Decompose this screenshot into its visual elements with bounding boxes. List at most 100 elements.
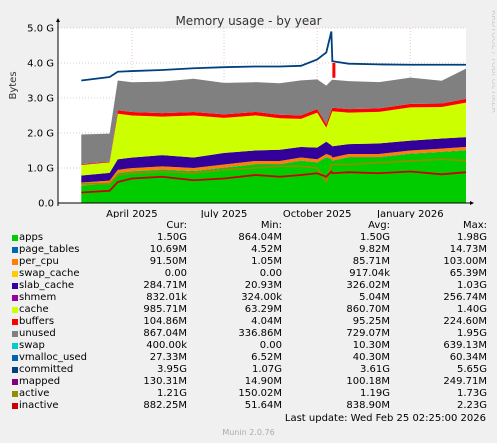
plot-area: 0.0 1.0 G 2.0 G 3.0 G 4.0 G 5.0 G April 2025 Ju… [8, 18, 474, 218]
munin-version: Munin 2.0.76 [222, 428, 275, 437]
line-inactive [81, 170, 467, 194]
legend-value-max: 2.23G [456, 400, 487, 411]
legend-series-name: swap_cache [19, 268, 80, 279]
legend-value-cur: 10.69M [149, 244, 187, 255]
legend-value-min: 0.00 [259, 268, 282, 279]
legend-value-cur: 0.00 [164, 268, 187, 279]
legend-header-min: Min: [260, 220, 282, 231]
legend-value-avg: 326.02M [346, 280, 390, 291]
legend-series-name: unused [19, 328, 56, 339]
legend-value-min: 1.05M [251, 256, 282, 267]
area-slab-cache [81, 137, 466, 183]
legend-swatch [12, 355, 18, 361]
legend-value-min: 6.52M [251, 352, 282, 363]
legend-row-inactive: inactive 882.25M 51.64M 838.90M 2.23G [12, 400, 492, 412]
legend-swatch [12, 283, 18, 289]
y-axis-label: Bytes [8, 71, 19, 99]
legend-value-cur: 400.00k [146, 340, 187, 351]
legend-value-avg: 40.30M [352, 352, 390, 363]
legend-value-min: 336.86M [238, 328, 282, 339]
legend-value-cur: 832.01k [146, 292, 187, 303]
legend-value-max: 1.73G [456, 388, 487, 399]
legend-value-max: 639.13M [443, 340, 487, 351]
y-tick-label: 3.0 G [27, 94, 54, 105]
legend-header-cur: Cur: [166, 220, 187, 231]
legend-series-name: cache [19, 304, 49, 315]
legend-row-swap-cache: swap_cache 0.00 0.00 917.04k 65.39M [12, 268, 492, 280]
area-buffers [81, 98, 466, 165]
y-axis-arrow [56, 18, 60, 22]
legend-value-max: 65.39M [449, 268, 487, 279]
legend-row-vmalloc-used: vmalloc_used 27.33M 6.52M 40.30M 60.34M [12, 352, 492, 364]
legend-value-avg: 838.90M [346, 400, 390, 411]
legend-series-name: mapped [19, 376, 61, 387]
legend-row-cache: cache 985.71M 63.29M 860.70M 1.40G [12, 304, 492, 316]
legend-value-min: 14.90M [244, 376, 282, 387]
legend-value-avg: 5.04M [359, 292, 390, 303]
legend-swatch [12, 307, 18, 313]
legend-row-slab-cache: slab_cache 284.71M 20.93M 326.02M 1.03G [12, 280, 492, 292]
legend-value-max: 224.60M [443, 316, 487, 327]
legend-row-buffers: buffers 104.86M 4.04M 95.25M 224.60M [12, 316, 492, 328]
area-cache [81, 102, 466, 176]
legend-series-name: vmalloc_used [19, 352, 88, 363]
legend-value-max: 256.74M [443, 292, 487, 303]
legend-value-max: 1.95G [456, 328, 487, 339]
legend-value-cur: 284.71M [143, 280, 187, 291]
area-unused [81, 68, 466, 165]
legend-value-max: 249.71M [443, 376, 487, 387]
legend-value-cur: 3.95G [156, 364, 187, 375]
legend-value-min: 0.00 [259, 340, 282, 351]
rrdtool-vertical-label: RRDTOOL / TOBI OETIKER [490, 10, 495, 113]
y-tick-label: 1.0 G [27, 164, 54, 175]
legend-value-max: 5.65G [456, 364, 487, 375]
legend-table: Cur: Min: Avg: Max: apps 1.50G 864.04M 1.50… [12, 220, 492, 412]
legend-value-cur: 1.50G [156, 232, 187, 243]
memory-chart: 0.0 1.0 G 2.0 G 3.0 G 4.0 G 5.0 G April 2025 Ju… [8, 18, 474, 218]
y-tick-label: 2.0 G [27, 129, 54, 140]
legend-series-name: slab_cache [19, 280, 75, 291]
legend-series-name: inactive [19, 400, 59, 411]
legend-series-name: active [19, 388, 50, 399]
legend-value-avg: 100.18M [346, 376, 390, 387]
legend-value-avg: 95.25M [352, 316, 390, 327]
legend-value-min: 63.29M [244, 304, 282, 315]
y-tick-label: 0.0 [38, 199, 54, 210]
legend-header-avg: Avg: [368, 220, 390, 231]
legend-series-name: committed [19, 364, 74, 375]
area-per-cpu [81, 146, 466, 186]
legend-value-avg: 10.30M [352, 340, 390, 351]
legend-value-cur: 882.25M [143, 400, 187, 411]
legend-swatch [12, 271, 18, 277]
legend-value-max: 1.03G [456, 280, 487, 291]
legend-value-min: 324.00k [241, 292, 282, 303]
x-axis-arrow [470, 201, 474, 205]
x-tick-label: January 2026 [376, 209, 444, 218]
legend-value-min: 4.04M [251, 316, 282, 327]
svg-text:RRDTOOL / TOBI OETIKER: RRDTOOL / TOBI OETIKER [490, 10, 495, 113]
legend-value-max: 103.00M [443, 256, 487, 267]
legend-swatch [12, 367, 18, 373]
legend-value-avg: 9.82M [359, 244, 390, 255]
legend-swatch [12, 343, 18, 349]
legend-swatch [12, 235, 18, 241]
legend-row-apps: apps 1.50G 864.04M 1.50G 1.98G [12, 232, 492, 244]
legend-series-name: swap [19, 340, 45, 351]
legend-swatch [12, 247, 18, 253]
legend-swatch [12, 259, 18, 265]
legend-swatch [12, 379, 18, 385]
legend-swatch [12, 391, 18, 397]
line-committed [81, 31, 466, 82]
legend-row-mapped: mapped 130.31M 14.90M 100.18M 249.71M [12, 376, 492, 388]
legend-value-avg: 85.71M [352, 256, 390, 267]
legend-rows: apps 1.50G 864.04M 1.50G 1.98G page_tables 10.… [12, 232, 492, 412]
legend-swatch [12, 319, 18, 325]
legend-header-max: Max: [462, 220, 487, 231]
legend-value-min: 4.52M [251, 244, 282, 255]
x-tick-label: July 2025 [200, 209, 248, 218]
legend-value-cur: 130.31M [143, 376, 187, 387]
legend-header-row: Cur: Min: Avg: Max: [12, 220, 492, 232]
legend-value-avg: 1.50G [359, 232, 390, 243]
legend-series-name: apps [19, 232, 44, 243]
legend-value-avg: 3.61G [359, 364, 390, 375]
